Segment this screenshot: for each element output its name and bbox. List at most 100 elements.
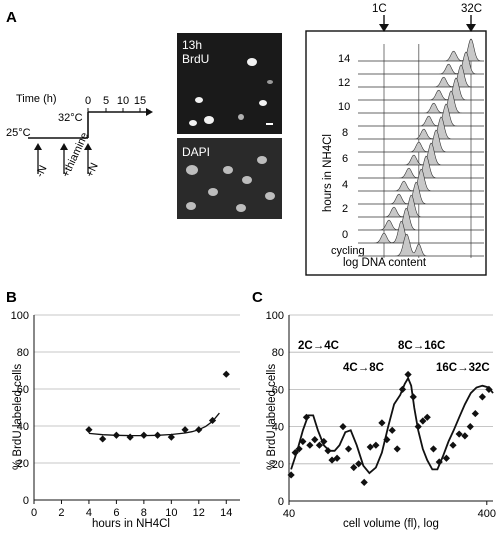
micrograph-brdu-scale-bar — [266, 123, 273, 125]
panel-label-a: A — [6, 9, 17, 26]
chart-c-annotation-4c-8c: 4C→8C — [343, 362, 384, 374]
dna-row-label-12: 12 — [338, 77, 350, 89]
timeline-temp-low: 25°C — [6, 127, 31, 139]
chart-c: 0 20 40 60 80 100 40 400 2C→4C 4C→8C 8C→16C 16… — [266, 310, 496, 530]
y-tick-label: 0 — [278, 496, 284, 508]
dna-histogram-frame — [305, 30, 487, 276]
data-point-diamond — [344, 445, 353, 453]
chart-c-fit-curve — [290, 376, 494, 475]
y-tick-label: 100 — [11, 310, 29, 322]
data-point-diamond — [471, 409, 479, 418]
data-point-diamond — [99, 435, 107, 443]
data-point-diamond — [324, 447, 332, 455]
timeline-arrow-head — [146, 108, 153, 116]
data-point-diamond — [291, 449, 299, 457]
chart-c-annotation-16c-32c: 16C→32C — [436, 362, 490, 374]
data-point-diamond — [442, 454, 451, 462]
data-point-diamond — [360, 478, 368, 486]
dna-histogram-row — [358, 220, 484, 244]
data-point-diamond — [140, 431, 148, 439]
chart-b-gridlines — [34, 314, 240, 464]
data-point-diamond — [435, 458, 443, 466]
timeline-tick-label-5: 5 — [103, 95, 109, 107]
dna-row-label-8: 8 — [342, 127, 348, 139]
timeline-tick-label-0: 0 — [85, 95, 91, 107]
dna-row-label-10: 10 — [338, 101, 350, 113]
micrograph-brdu-label-line1: 13h — [182, 38, 202, 52]
x-tick-label: 2 — [58, 507, 64, 519]
x-tick-label: 14 — [220, 507, 232, 519]
data-point-diamond — [398, 385, 407, 393]
data-point-diamond — [154, 431, 162, 439]
data-point-diamond — [167, 433, 175, 441]
dna-histogram-row — [358, 116, 484, 140]
data-point-diamond — [311, 436, 319, 444]
data-point-diamond — [126, 433, 134, 441]
data-point-diamond — [466, 423, 474, 431]
data-point-diamond — [461, 432, 469, 440]
x-tick-label: 6 — [113, 507, 119, 519]
data-point-diamond — [372, 441, 380, 449]
timeline-tick-label-10: 10 — [117, 95, 129, 107]
dna-histogram-xlabel: log DNA content — [343, 257, 427, 269]
panel-label-b: B — [6, 289, 17, 306]
y-tick-label: 0 — [23, 495, 29, 507]
x-tick-label: 4 — [86, 507, 92, 519]
data-point-diamond — [383, 436, 391, 444]
chart-c-ylabel: % BrdU labeled cells — [266, 364, 278, 470]
data-point-diamond — [404, 370, 412, 379]
data-point-diamond — [222, 370, 230, 378]
data-point-diamond — [378, 419, 386, 427]
data-point-diamond — [429, 445, 438, 453]
data-point-diamond — [315, 441, 324, 449]
event-label-minus-n: -N — [34, 164, 50, 180]
marker-arrowhead-1c — [379, 24, 389, 32]
data-point-diamond — [423, 413, 431, 421]
chart-c-y-ticks: 0 20 40 60 80 100 — [266, 310, 284, 508]
data-point-diamond — [328, 456, 336, 464]
data-point-diamond — [414, 423, 422, 431]
dna-histogram-row — [358, 103, 484, 127]
chart-c-x-ticks: 40 400 — [283, 501, 496, 520]
marker-arrowhead-32c — [466, 24, 476, 32]
data-point-diamond — [320, 437, 328, 446]
chart-b-y-ticks: 0 20 40 60 80 100 — [11, 310, 29, 507]
micrograph-dapi: DAPI — [177, 138, 282, 219]
data-point-diamond — [306, 441, 314, 449]
data-point-diamond — [208, 416, 217, 425]
chart-b-points — [85, 370, 230, 443]
dna-histogram-row — [358, 233, 484, 257]
y-tick-label: 40 — [17, 421, 29, 433]
chart-b-x-ticks: 0 2 4 6 8 10 12 14 — [31, 500, 232, 519]
data-point-diamond — [299, 437, 307, 446]
micrograph-brdu-nuclei — [189, 58, 273, 126]
data-point-diamond — [339, 423, 347, 431]
data-point-diamond — [195, 426, 203, 434]
data-point-diamond — [295, 445, 303, 453]
x-tick-label: 12 — [193, 507, 205, 519]
event-label-plus-n: +N — [84, 161, 101, 179]
event-arrowhead-thiamine — [60, 143, 68, 150]
timeline-temp-high: 32°C — [58, 112, 83, 124]
timeline-time-label: Time (h) — [16, 93, 57, 105]
event-arrowhead-minus-n — [34, 143, 42, 150]
y-tick-label: 20 — [272, 459, 284, 471]
dna-row-label-6: 6 — [342, 153, 348, 165]
y-tick-label: 40 — [272, 422, 284, 434]
data-point-diamond — [485, 385, 493, 393]
chart-b: 0 20 40 60 80 100 0 2 4 6 8 10 12 14 % BrdU labeled … — [11, 310, 240, 530]
x-tick-label: 10 — [165, 507, 177, 519]
y-tick-label: 20 — [17, 458, 29, 470]
data-point-diamond — [85, 426, 93, 434]
dna-row-label-2: 2 — [342, 203, 348, 215]
micrograph-dapi-nuclei — [186, 156, 275, 212]
event-arrowhead-plus-n — [84, 143, 92, 150]
data-point-diamond — [366, 443, 374, 451]
dna-histogram-row — [358, 207, 484, 231]
dna-row-label-4: 4 — [342, 179, 348, 191]
data-point-diamond — [409, 393, 417, 401]
dna-histogram-panel: hours in NH4Cl log DNA content 14 12 10 … — [305, 3, 487, 276]
chart-c-xlabel: cell volume (fl), log — [343, 518, 439, 530]
data-point-diamond — [393, 445, 401, 453]
dna-row-label-14: 14 — [338, 53, 350, 65]
